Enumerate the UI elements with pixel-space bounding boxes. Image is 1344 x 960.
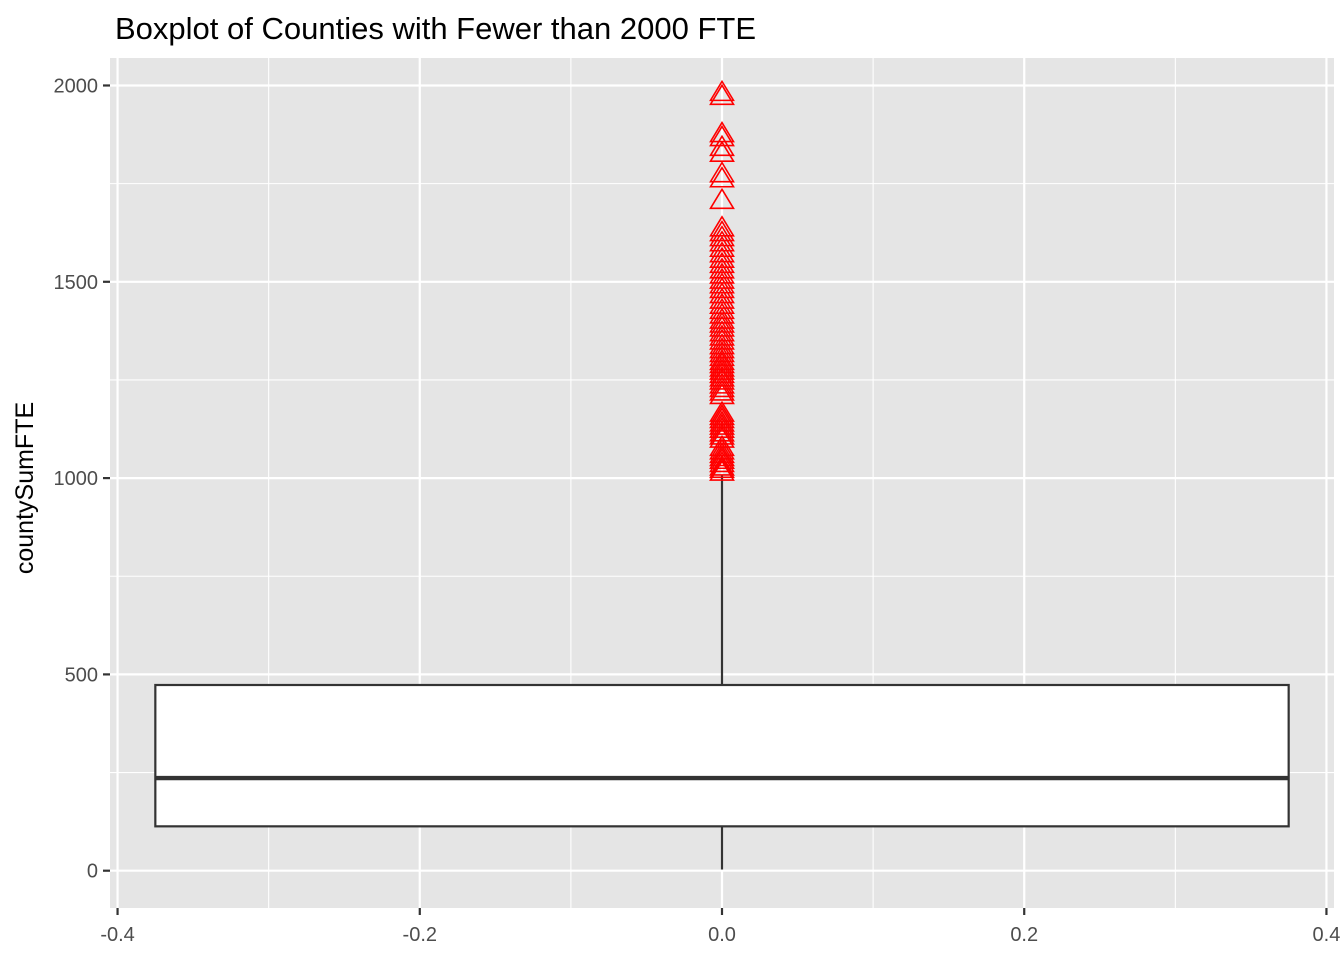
x-tick-label: 0.0	[708, 924, 736, 946]
outlier-point	[709, 121, 735, 143]
outlier-point	[709, 328, 735, 350]
outlier-point	[709, 187, 735, 210]
outlier-point	[709, 161, 735, 183]
outlier-point	[709, 400, 735, 422]
outlier-point	[709, 257, 735, 279]
outlier-point	[709, 375, 735, 398]
box-iqr	[154, 683, 1290, 828]
outlier-point	[709, 403, 735, 426]
outlier-point	[709, 344, 735, 367]
x-tick-label: 0.2	[1010, 924, 1038, 946]
outlier-point	[709, 355, 735, 377]
outlier-point	[709, 348, 735, 371]
outlier-point	[709, 379, 735, 401]
outlier-point	[709, 83, 735, 106]
y-axis: 0 500 1000 1500 2000	[54, 75, 110, 883]
y-tick-label: 2000	[54, 75, 99, 97]
outlier-point	[709, 262, 735, 284]
outlier-point	[709, 292, 735, 314]
outlier-point	[709, 166, 735, 188]
y-axis-label: countySumFTE	[11, 402, 39, 574]
outlier-point	[709, 246, 735, 269]
outlier-point	[709, 251, 735, 274]
outlier-point	[709, 315, 735, 337]
y-tick-label: 500	[65, 664, 98, 686]
outlier-point	[709, 434, 735, 457]
boxplot	[154, 474, 1290, 870]
x-tick-label: 0.4	[1313, 924, 1341, 946]
outlier-point	[709, 320, 735, 342]
outlier-point	[709, 287, 735, 309]
x-axis: -0.4 -0.2 0.0 0.2 0.4	[100, 908, 1340, 946]
outlier-point	[709, 215, 735, 237]
outlier-point	[709, 235, 735, 258]
y-tick-label: 0	[87, 861, 98, 883]
outlier-point	[709, 140, 735, 163]
outlier-point	[709, 340, 735, 363]
outlier-point	[709, 79, 735, 102]
outlier-point	[709, 372, 735, 394]
outlier-point	[709, 219, 735, 242]
outlier-point	[709, 124, 735, 147]
outlier-point	[709, 441, 735, 464]
outlier-point	[709, 241, 735, 263]
outlier-point	[709, 382, 735, 405]
x-tick-label: -0.4	[100, 924, 134, 946]
outlier-point	[709, 336, 735, 359]
outlier-point	[709, 438, 735, 460]
chart-title: Boxplot of Counties with Fewer than 2000…	[115, 11, 756, 46]
y-tick-label: 1500	[54, 272, 99, 294]
x-tick-label: -0.2	[403, 924, 437, 946]
outlier-point	[709, 351, 735, 374]
outlier-point	[709, 406, 735, 429]
y-tick-label: 1000	[54, 468, 99, 490]
outlier-point	[709, 333, 735, 355]
outlier-points	[709, 79, 735, 481]
outlier-point	[709, 459, 735, 481]
